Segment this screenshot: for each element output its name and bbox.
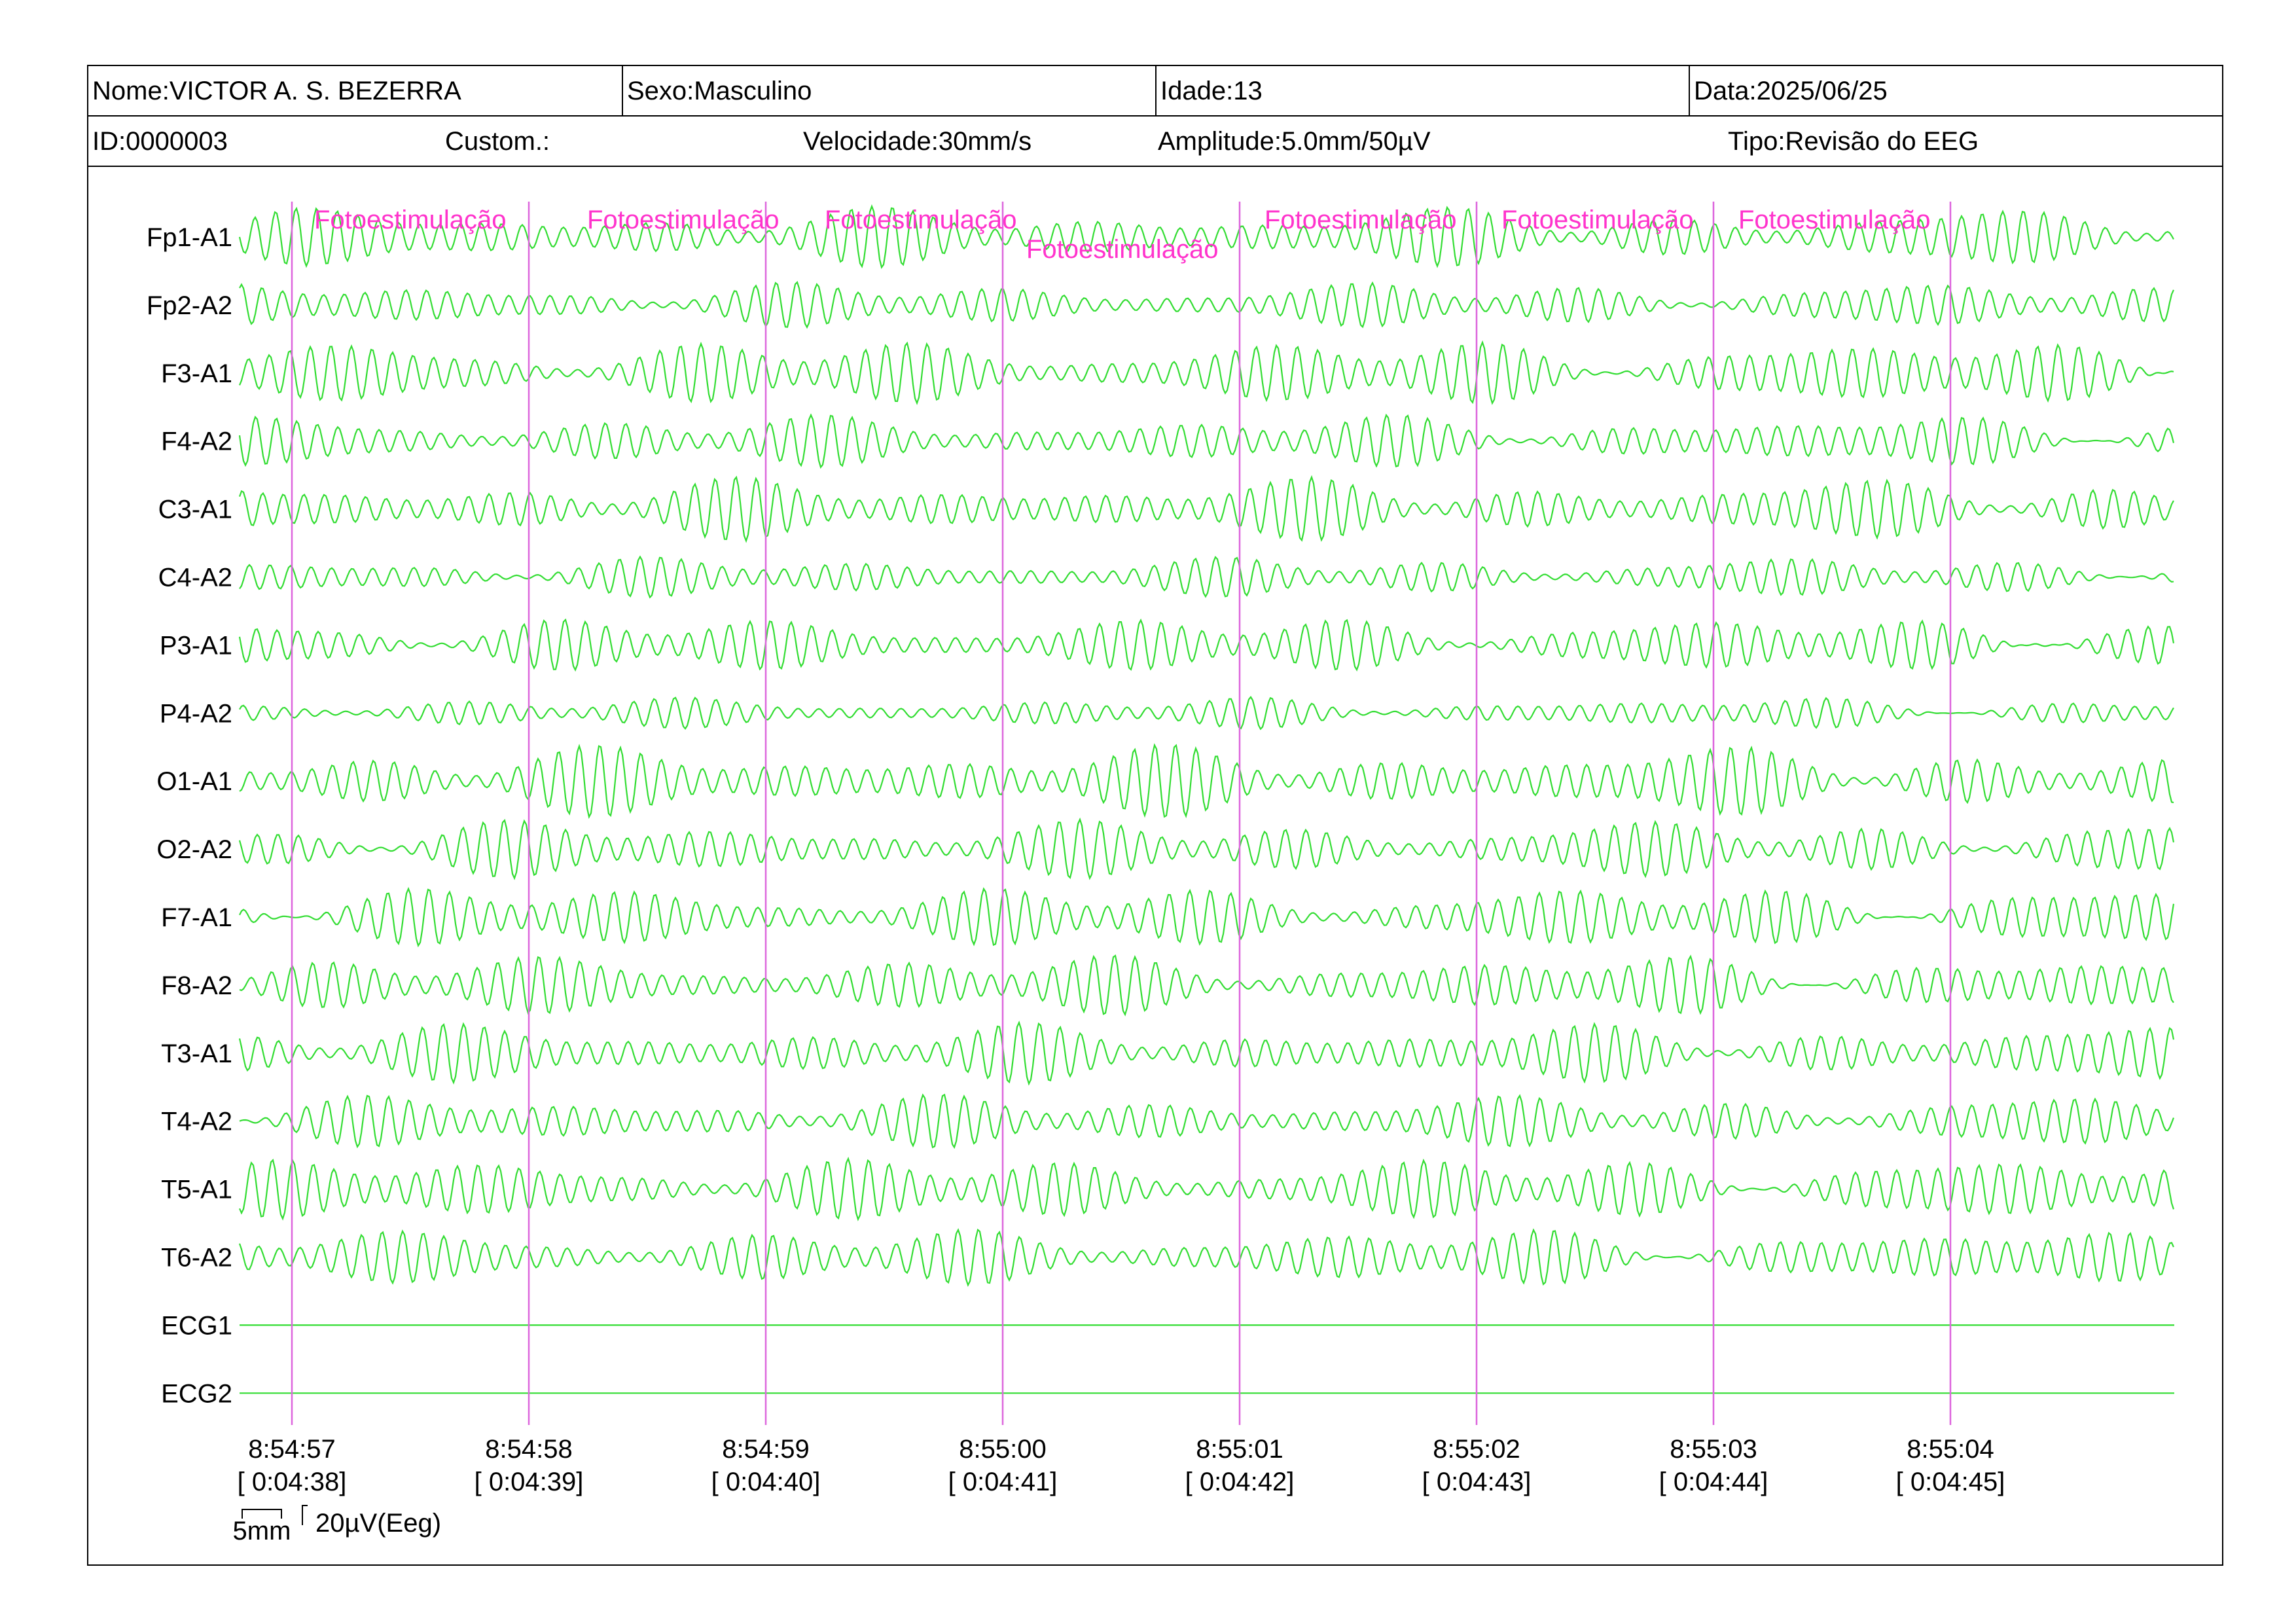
event-annotation: Fotoestimulação: [1265, 206, 1456, 234]
patient-name: Nome:VICTOR A. S. BEZERRA: [92, 77, 461, 105]
eeg-trace: [238, 413, 2175, 469]
header-row-patient: Nome:VICTOR A. S. BEZERRA Sexo:Masculino…: [88, 66, 2222, 117]
event-annotation: Fotoestimulação: [587, 206, 779, 234]
channel-label: P3-A1: [160, 631, 232, 660]
channel-label: F3-A1: [161, 359, 232, 388]
eeg-trace: [239, 954, 2174, 1017]
time-clock-label: 8:55:02: [1433, 1435, 1520, 1464]
channel-label: C4-A2: [158, 564, 232, 592]
channel-label: F4-A2: [161, 427, 232, 456]
patient-id: ID:0000003: [92, 127, 228, 156]
eeg-trace: [238, 1020, 2175, 1086]
time-elapsed-label: [ 0:04:42]: [1185, 1468, 1295, 1496]
event-annotation: Fotoestimulação: [314, 206, 506, 234]
custom-field: Custom.:: [445, 127, 550, 156]
event-annotation: Fotoestimulação: [1026, 235, 1218, 264]
eeg-trace: [238, 204, 2174, 269]
eeg-trace: [239, 886, 2175, 948]
eeg-report-frame: Nome:VICTOR A. S. BEZERRA Sexo:Masculino…: [87, 65, 2223, 1566]
time-elapsed-label: [ 0:04:40]: [711, 1468, 821, 1496]
channel-label: P4-A2: [160, 699, 232, 728]
channel-label: F7-A1: [161, 903, 232, 932]
eeg-trace: [238, 1157, 2175, 1221]
time-clock-label: 8:54:57: [248, 1435, 335, 1464]
channel-label: Fp2-A2: [147, 291, 232, 320]
time-elapsed-label: [ 0:04:39]: [475, 1468, 584, 1496]
eeg-trace: [238, 340, 2174, 405]
eeg-trace: [238, 475, 2174, 543]
channel-label: T5-A1: [161, 1176, 232, 1204]
eeg-trace: [239, 743, 2174, 820]
header-row-exam: ID:0000003 Custom.: Velocidade:30mm/s Am…: [88, 117, 2222, 167]
event-annotation: Fotoestimulação: [1738, 206, 1930, 234]
time-elapsed-label: [ 0:04:41]: [948, 1468, 1058, 1496]
time-clock-label: 8:54:58: [485, 1435, 572, 1464]
eeg-trace: [239, 696, 2174, 731]
amplitude-scale-label: 20µV(Eeg): [315, 1509, 441, 1538]
time-elapsed-label: [ 0:04:43]: [1422, 1468, 1532, 1496]
channel-label: T6-A2: [161, 1244, 232, 1272]
channel-label: C3-A1: [158, 496, 232, 524]
channel-label: T4-A2: [161, 1108, 232, 1136]
time-clock-label: 8:55:00: [959, 1435, 1046, 1464]
speed-setting: Velocidade:30mm/s: [803, 127, 1032, 156]
eeg-trace: [238, 618, 2175, 672]
time-clock-label: 8:55:01: [1196, 1435, 1283, 1464]
eeg-trace: [238, 1228, 2175, 1288]
amplitude-setting: Amplitude:5.0mm/50µV: [1158, 127, 1431, 156]
eeg-trace: [238, 817, 2175, 880]
time-clock-label: 8:55:04: [1907, 1435, 1994, 1464]
event-annotation: Fotoestimulação: [825, 206, 1016, 234]
patient-sex: Sexo:Masculino: [622, 66, 1155, 115]
eeg-trace: [239, 1093, 2175, 1149]
amplitude-scale-bar: [302, 1505, 308, 1525]
record-type: Tipo:Revisão do EEG: [1728, 127, 1979, 156]
event-annotation: Fotoestimulação: [1501, 206, 1693, 234]
channel-label: ECG2: [161, 1379, 232, 1408]
channel-label: ECG1: [161, 1311, 232, 1340]
channel-label: Fp1-A1: [147, 223, 232, 252]
patient-age: Idade:13: [1155, 66, 1689, 115]
time-elapsed-label: [ 0:04:44]: [1659, 1468, 1768, 1496]
time-clock-label: 8:55:03: [1670, 1435, 1757, 1464]
channel-label: O2-A2: [156, 835, 232, 864]
time-scale-bar: [242, 1509, 282, 1519]
exam-date: Data:2025/06/25: [1689, 66, 2222, 115]
eeg-trace: [239, 281, 2175, 329]
time-elapsed-label: [ 0:04:38]: [238, 1468, 347, 1496]
eeg-trace: [239, 555, 2174, 599]
time-scale-label: 5mm: [233, 1517, 291, 1545]
channel-label: T3-A1: [161, 1039, 232, 1068]
channel-label: O1-A1: [156, 767, 232, 796]
channel-label: F8-A2: [161, 971, 232, 1000]
time-elapsed-label: [ 0:04:45]: [1896, 1468, 2005, 1496]
time-clock-label: 8:54:59: [722, 1435, 809, 1464]
